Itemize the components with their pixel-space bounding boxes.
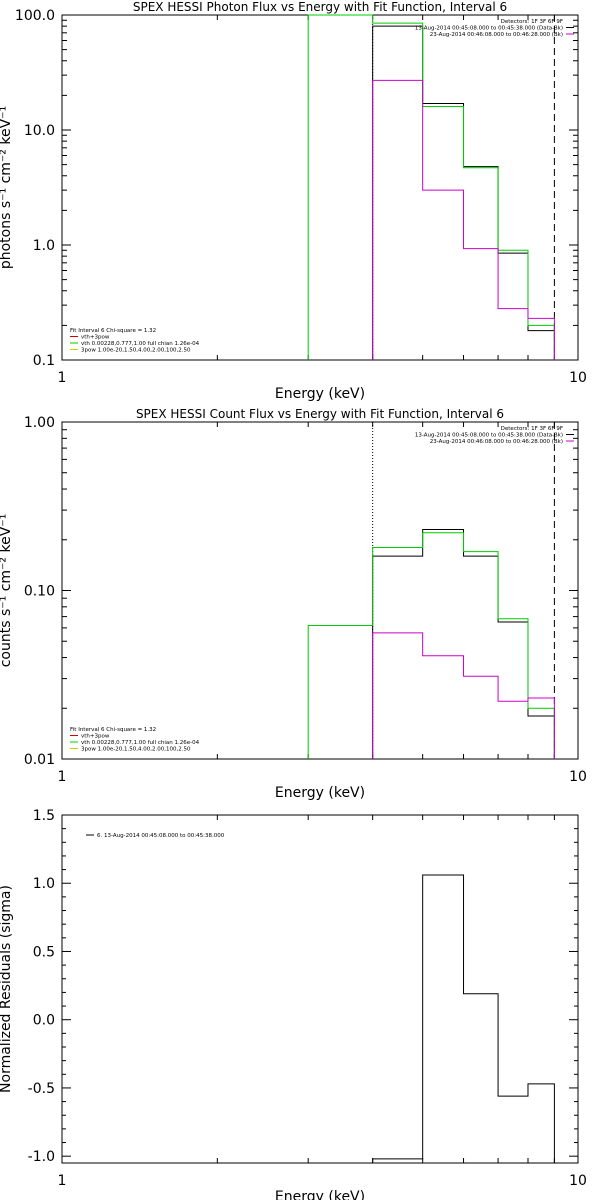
p3-legend-entry: 6. 13-Aug-2014 00:45:08.000 to 00:45:38.… xyxy=(97,833,225,839)
p2-y-tick-label: 0.01 xyxy=(24,752,55,768)
p1-chart-title: SPEX HESSI Photon Flux vs Energy with Fi… xyxy=(133,0,507,14)
p1-y-tick-label: 0.1 xyxy=(33,353,55,369)
p3-plot-frame xyxy=(61,814,579,1164)
p2-x-tick-label: 1 xyxy=(58,769,67,785)
p1-y-tick-label: 10.0 xyxy=(24,123,55,139)
p1-x-tick-label: 1 xyxy=(58,370,67,386)
p3-x-tick-label: 1 xyxy=(58,1173,67,1189)
p3-x-tick-label: 10 xyxy=(569,1173,587,1189)
p2-series-line-1 xyxy=(307,532,555,759)
p2-legend-entry: 23-Aug-2014 00:46:08.000 to 00:46:28.000… xyxy=(430,439,563,445)
p1-y-axis-label: photons s⁻¹ cm⁻² keV⁻¹ xyxy=(0,106,14,269)
p3-x-axis-label: Energy (keV) xyxy=(275,1189,365,1200)
p3-y-tick-label: 0.0 xyxy=(33,1013,55,1029)
p2-y-tick-label: 0.10 xyxy=(24,584,55,600)
p2-legend-entry: vth+3pow xyxy=(81,734,110,740)
p3-y-axis-label: Normalized Residuals (sigma) xyxy=(0,885,14,1093)
p3-series-line-0 xyxy=(372,874,555,1163)
p2-series-line-0 xyxy=(372,529,555,759)
p2-x-axis-label: Energy (keV) xyxy=(275,785,365,801)
p2-x-tick-label: 10 xyxy=(569,769,587,785)
p1-y-tick-label: 1.0 xyxy=(33,238,55,254)
p3-y-tick-label: -1.0 xyxy=(28,1149,55,1165)
p2-y-tick-label: 1.00 xyxy=(24,415,55,431)
p1-y-tick-label: 100.0 xyxy=(15,8,55,24)
p2-legend-entry: 13-Aug-2014 00:45:08.000 to 00:45:38.000… xyxy=(415,433,563,439)
p2-legend-entry: vth 0.00228,0.777,1.00 full chian 1.26e-… xyxy=(81,740,200,746)
p1-legend-entry: 23-Aug-2014 00:46:08.000 to 00:46:28.000… xyxy=(430,32,563,38)
p1-legend-entry: 13-Aug-2014 00:45:08.000 to 00:45:38.000… xyxy=(415,26,563,32)
p1-legend-entry: Detectors: 1F 3F 6F 9F xyxy=(501,19,563,25)
p1-legend-entry: 3pow 1.00e-20,1.50,4.00,2.00,100,2.50 xyxy=(81,348,191,354)
p2-plot-frame xyxy=(61,421,579,760)
p3-y-tick-label: 0.5 xyxy=(33,944,55,960)
p2-y-axis-label: counts s⁻¹ cm⁻² keV⁻¹ xyxy=(0,514,14,668)
p1-x-tick-label: 10 xyxy=(569,370,587,386)
p2-chart-title: SPEX HESSI Count Flux vs Energy with Fit… xyxy=(136,407,504,421)
p1-legend-entry: Fit Interval 6 Chi-square = 1.32 xyxy=(70,328,156,334)
p2-legend-entry: Fit Interval 6 Chi-square = 1.32 xyxy=(70,727,156,733)
p2-legend-entry: 3pow 1.00e-20,1.50,4.00,2.00,100,2.50 xyxy=(81,747,191,753)
p3-y-tick-label: 1.5 xyxy=(33,808,55,824)
p1-legend-entry: vth+3pow xyxy=(81,335,110,341)
p1-series-line-0 xyxy=(372,25,555,360)
p1-series-line-2 xyxy=(372,79,555,360)
p3-y-tick-label: -0.5 xyxy=(28,1081,55,1097)
p3-y-tick-label: 1.0 xyxy=(33,876,55,892)
p2-series-line-2 xyxy=(372,632,555,759)
p2-legend-entry: Detectors: 1F 3F 6F 9F xyxy=(501,426,563,432)
p1-x-axis-label: Energy (keV) xyxy=(275,386,365,402)
p1-legend-entry: vth 0.00228,0.777,1.00 full chian 1.26e-… xyxy=(81,341,200,347)
